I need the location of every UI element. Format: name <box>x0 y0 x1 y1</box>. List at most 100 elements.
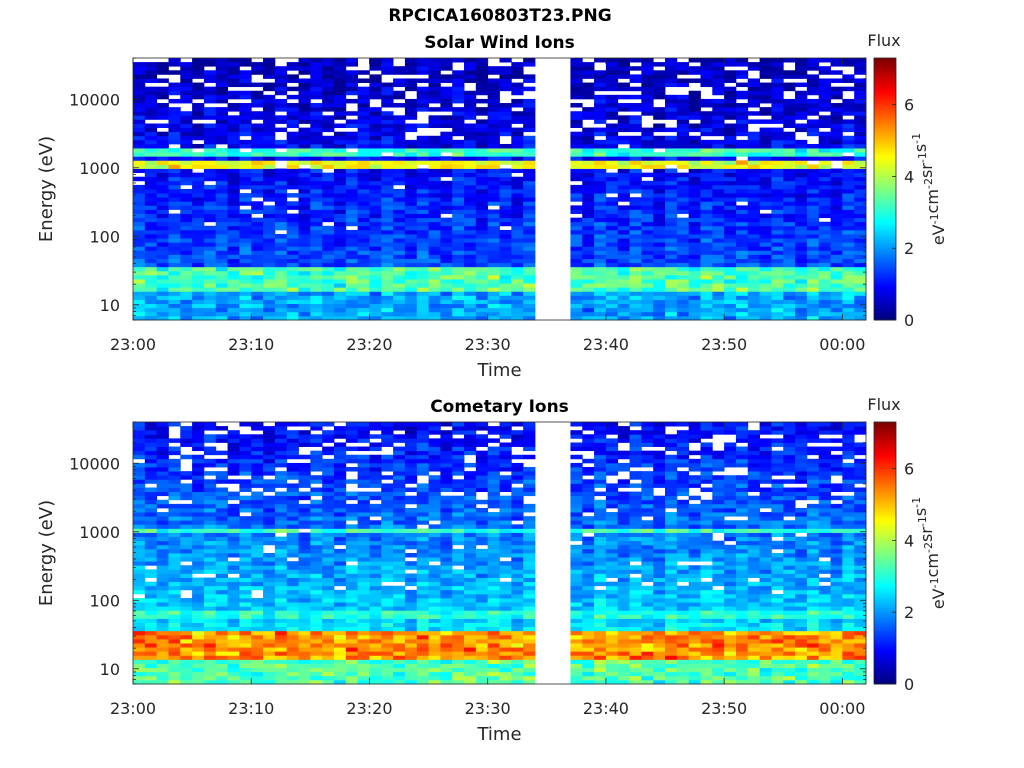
heatmap-cell <box>345 135 359 141</box>
heatmap-cell <box>487 168 500 174</box>
heatmap-cell <box>251 250 264 255</box>
heatmap-cell <box>156 94 169 100</box>
heatmap-cell <box>168 581 181 587</box>
heatmap-cell <box>641 66 654 71</box>
heatmap-cell <box>203 201 217 206</box>
heatmap-cell <box>724 180 737 186</box>
heatmap-cell <box>475 62 489 67</box>
heatmap-cell <box>227 242 240 247</box>
heatmap-cell <box>180 614 193 619</box>
heatmap-cell <box>156 655 169 660</box>
heatmap-cell <box>830 307 843 313</box>
heatmap-cell <box>322 450 335 456</box>
heatmap-cell <box>357 565 370 570</box>
heatmap-cell <box>251 540 264 546</box>
heatmap-cell <box>274 491 288 497</box>
heatmap-cell <box>168 262 181 268</box>
heatmap-cell <box>274 127 288 133</box>
heatmap-cell <box>133 659 146 664</box>
heatmap-cell <box>487 270 500 276</box>
heatmap-cell <box>322 262 335 268</box>
heatmap-cell <box>298 643 311 648</box>
heatmap-cell <box>594 279 607 284</box>
heatmap-cell <box>298 307 311 313</box>
heatmap-cell <box>310 561 323 566</box>
heatmap-cell <box>192 569 205 574</box>
heatmap-cell <box>629 148 642 153</box>
heatmap-cell <box>712 160 725 165</box>
heatmap-cell <box>333 291 347 296</box>
heatmap-cell <box>133 573 146 578</box>
heatmap-cell <box>357 626 370 632</box>
heatmap-cell <box>215 242 228 247</box>
heatmap-cell <box>298 524 311 529</box>
heatmap-cell <box>735 246 749 251</box>
heatmap-cell <box>168 634 181 640</box>
heatmap-cell <box>653 234 666 239</box>
heatmap-cell <box>605 295 619 300</box>
heatmap-cell <box>286 610 299 615</box>
heatmap-cell <box>156 148 169 153</box>
heatmap-cell <box>806 107 820 112</box>
heatmap-cell <box>286 193 299 198</box>
heatmap-cell <box>806 201 820 206</box>
heatmap-cell <box>144 184 158 190</box>
heatmap-cell <box>594 209 607 214</box>
heatmap-cell <box>818 242 831 247</box>
heatmap-cell <box>357 148 370 153</box>
heatmap-cell <box>357 143 370 149</box>
heatmap-cell <box>286 589 299 595</box>
heatmap-cell <box>333 454 347 460</box>
heatmap-cell <box>333 262 347 268</box>
heatmap-cell <box>795 193 808 198</box>
heatmap-cell <box>369 143 382 149</box>
heatmap-cell <box>156 643 169 648</box>
heatmap-cell <box>700 197 713 202</box>
heatmap-cell <box>274 66 288 71</box>
heatmap-cell <box>523 283 536 288</box>
heatmap-cell <box>180 610 193 615</box>
heatmap-cell <box>416 94 429 100</box>
heatmap-cell <box>227 626 240 632</box>
heatmap-cell <box>594 225 607 231</box>
heatmap-cell <box>203 634 217 640</box>
heatmap-cell <box>617 160 630 165</box>
heatmap-cell <box>263 467 276 472</box>
heatmap-cell <box>428 123 441 128</box>
heatmap-cell <box>263 98 276 104</box>
heatmap-cell <box>629 156 642 161</box>
heatmap-cell <box>700 201 713 206</box>
heatmap-cell <box>322 532 335 538</box>
heatmap-cell <box>641 107 654 112</box>
heatmap-cell <box>487 115 500 120</box>
heatmap-cell <box>416 287 429 292</box>
heatmap-cell <box>700 270 713 276</box>
heatmap-cell <box>523 176 536 182</box>
heatmap-cell <box>333 540 347 546</box>
heatmap-cell <box>333 205 347 210</box>
heatmap-cell <box>464 213 477 219</box>
heatmap-cell <box>239 622 252 628</box>
heatmap-cell <box>381 585 394 591</box>
heatmap-cell <box>499 217 512 223</box>
heatmap-cell <box>393 90 406 96</box>
heatmap-cell <box>133 250 146 255</box>
heatmap-cell <box>156 287 169 292</box>
heatmap-cell <box>333 115 347 120</box>
heatmap-cell <box>830 111 843 116</box>
heatmap-cell <box>345 663 359 669</box>
heatmap-cell <box>263 58 276 63</box>
heatmap-cell <box>345 189 359 194</box>
heatmap-cell <box>310 524 323 529</box>
heatmap-cell <box>168 438 181 443</box>
heatmap-cell <box>854 274 867 280</box>
heatmap-cell <box>475 254 489 259</box>
heatmap-cell <box>310 193 323 198</box>
heatmap-cell <box>345 606 359 611</box>
heatmap-cell <box>653 270 666 276</box>
heatmap-cell <box>452 70 465 75</box>
x-tick-label: 23:50 <box>701 335 747 354</box>
heatmap-cell <box>263 152 276 157</box>
heatmap-cell <box>298 242 311 247</box>
heatmap-cell <box>428 98 441 104</box>
